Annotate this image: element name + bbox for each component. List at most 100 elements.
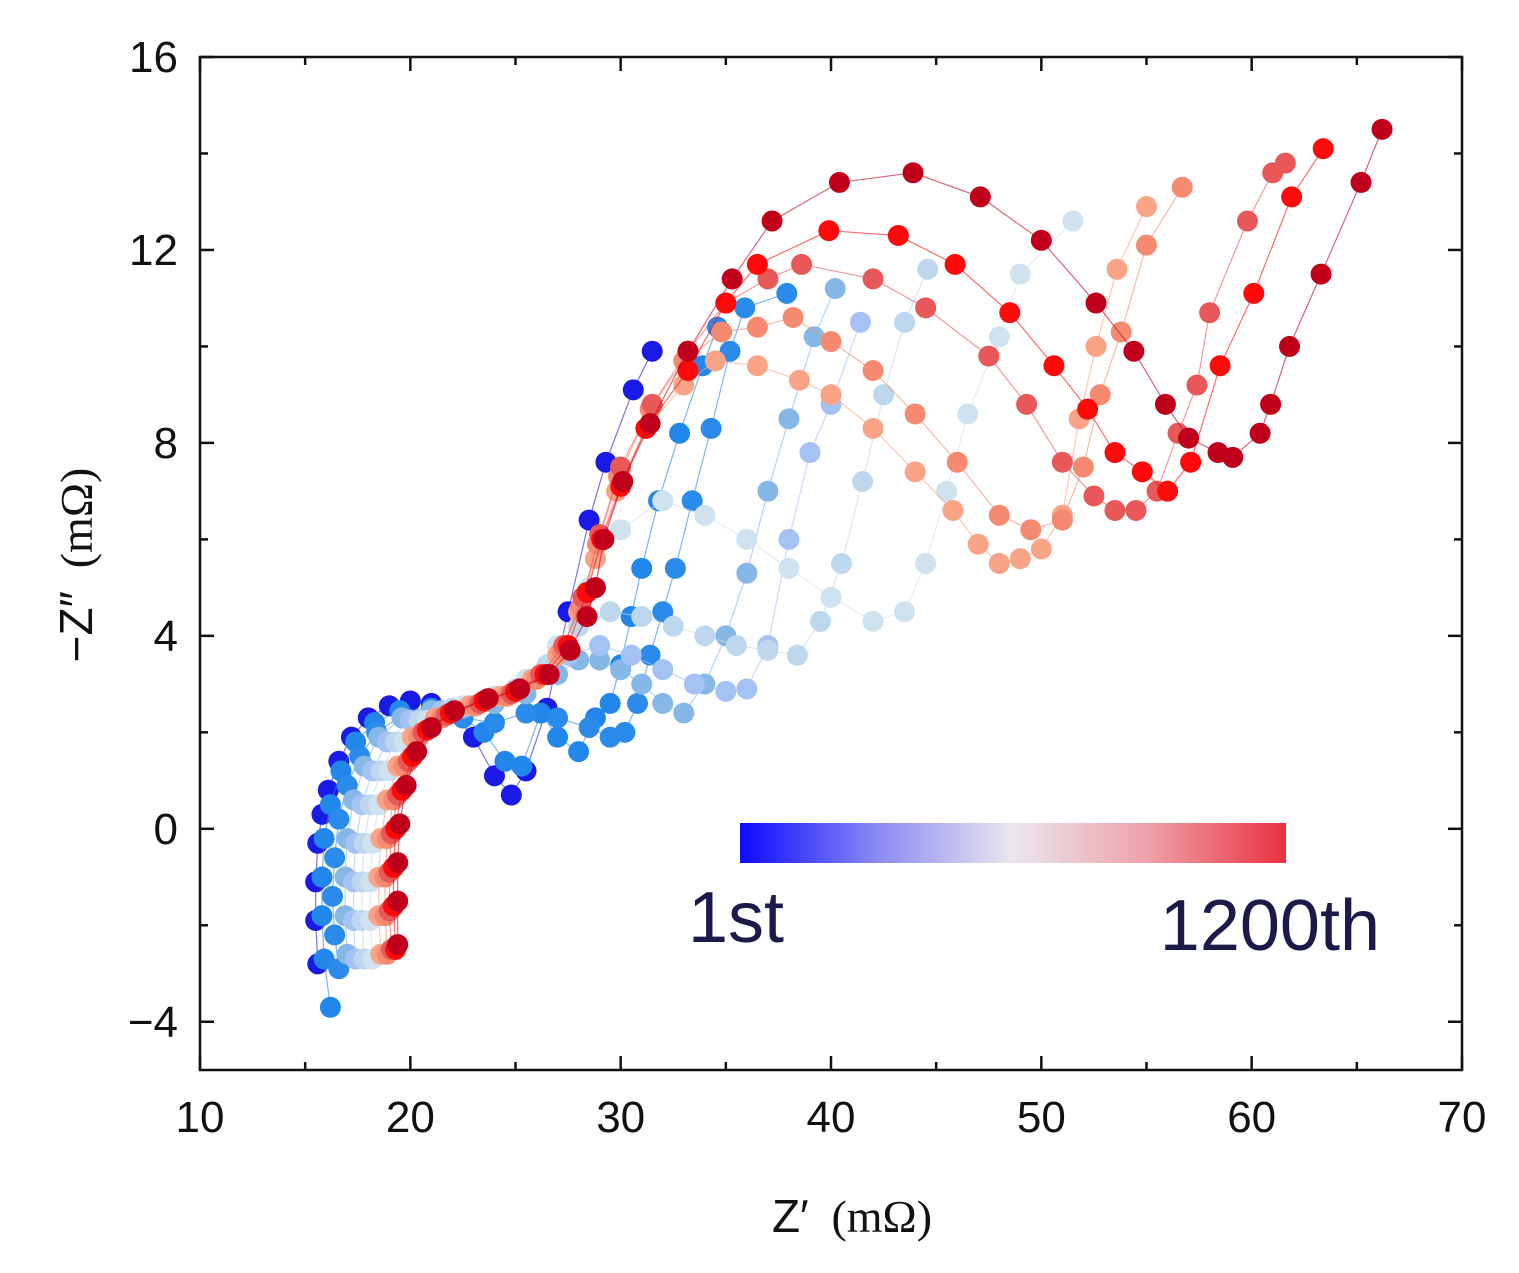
data-point	[757, 639, 779, 661]
data-point	[1051, 451, 1073, 473]
data-point	[311, 866, 333, 888]
data-point	[942, 499, 964, 521]
y-axis-symbol: −Z″	[50, 591, 102, 662]
colorbar-end-label: 1200th	[1160, 886, 1380, 966]
data-point	[483, 712, 505, 734]
data-point	[1178, 427, 1200, 449]
data-point	[1310, 263, 1332, 285]
data-point	[904, 403, 926, 425]
data-point	[631, 557, 653, 579]
data-point	[589, 635, 611, 657]
data-point	[622, 379, 644, 401]
data-point	[1089, 384, 1111, 406]
x-tick-label: 60	[1227, 1093, 1276, 1142]
data-point	[1020, 519, 1042, 541]
data-point	[664, 557, 686, 579]
data-point	[894, 311, 916, 333]
data-point	[1106, 258, 1128, 280]
data-point	[849, 311, 871, 333]
data-point	[477, 688, 499, 710]
data-point	[620, 644, 642, 666]
x-tick-label: 70	[1438, 1093, 1487, 1142]
data-point	[677, 340, 699, 362]
data-point	[1243, 282, 1265, 304]
x-tick-label: 50	[1017, 1093, 1066, 1142]
data-point	[1249, 422, 1271, 444]
data-point	[324, 924, 346, 946]
data-point	[725, 635, 747, 657]
data-point	[782, 306, 804, 328]
data-point	[1180, 451, 1202, 473]
data-point	[917, 258, 939, 280]
data-point	[387, 934, 409, 956]
data-point	[673, 702, 695, 724]
data-point	[626, 692, 648, 714]
data-point	[584, 577, 606, 599]
data-point	[1051, 509, 1073, 531]
data-point	[1186, 374, 1208, 396]
data-point	[820, 586, 842, 608]
data-point	[936, 480, 958, 502]
data-point	[761, 210, 783, 232]
data-point	[559, 639, 581, 661]
data-point	[395, 774, 417, 796]
data-point	[406, 741, 428, 763]
data-point	[311, 905, 333, 927]
data-point	[681, 490, 703, 512]
data-point	[715, 292, 737, 314]
y-axis-title: −Z″ (mΩ)	[50, 468, 102, 663]
data-point	[862, 417, 884, 439]
data-point	[483, 765, 505, 787]
data-point	[599, 601, 621, 623]
data-point	[389, 813, 411, 835]
data-point	[631, 606, 653, 628]
data-point	[791, 253, 813, 275]
data-point	[1030, 229, 1052, 251]
x-tick-label: 20	[386, 1093, 435, 1142]
x-axis-symbol: Z′	[772, 1190, 809, 1242]
data-point	[509, 678, 531, 700]
data-point	[1281, 186, 1303, 208]
data-point	[599, 692, 621, 714]
data-point	[1085, 292, 1107, 314]
data-point	[852, 470, 874, 492]
data-point	[809, 610, 831, 632]
data-point	[818, 220, 840, 242]
data-point	[803, 326, 825, 348]
data-point	[788, 369, 810, 391]
data-point	[1350, 171, 1372, 193]
data-point	[1260, 393, 1282, 415]
data-point	[631, 673, 653, 695]
y-tick-label: 0	[154, 805, 178, 854]
data-point	[862, 268, 884, 290]
data-point	[904, 461, 926, 483]
data-point	[915, 297, 937, 319]
data-point	[578, 509, 600, 531]
data-point	[873, 384, 895, 406]
x-axis-unit: (mΩ)	[831, 1191, 932, 1242]
data-point	[612, 470, 634, 492]
data-point	[1222, 446, 1244, 468]
data-point	[547, 726, 569, 748]
data-point	[694, 625, 716, 647]
data-point	[967, 533, 989, 555]
data-point	[641, 340, 663, 362]
data-point	[515, 702, 537, 724]
data-point	[683, 673, 705, 695]
data-point	[757, 480, 779, 502]
data-point	[988, 326, 1010, 348]
data-point	[494, 750, 516, 772]
data-point	[568, 741, 590, 763]
y-tick-label: −4	[128, 998, 178, 1047]
data-point	[694, 504, 716, 526]
data-point	[1043, 355, 1065, 377]
data-point	[1009, 263, 1031, 285]
data-point	[778, 528, 800, 550]
x-tick-label: 40	[807, 1093, 856, 1142]
data-point	[1157, 480, 1179, 502]
data-point	[1016, 393, 1038, 415]
data-point	[978, 345, 1000, 367]
series-12	[387, 118, 1393, 956]
data-point	[999, 302, 1021, 324]
data-point	[734, 297, 756, 319]
